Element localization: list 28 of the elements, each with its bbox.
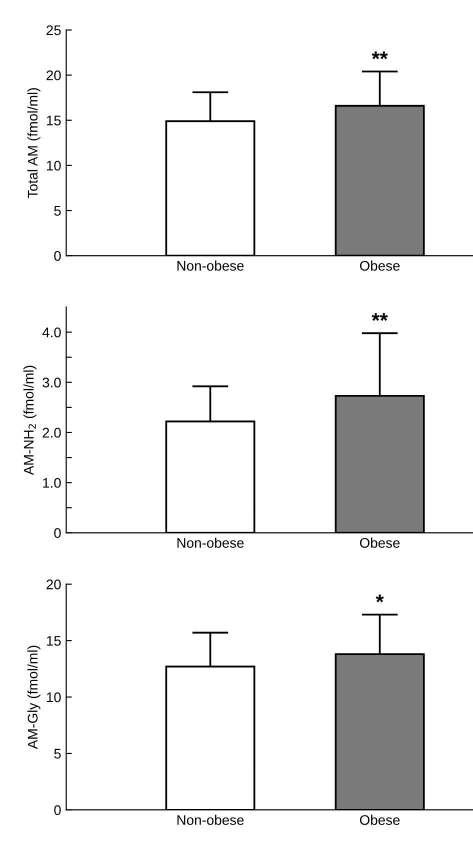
annotation: ** <box>372 51 388 60</box>
y-axis-title: Total AM (fmol/ml) <box>27 88 40 198</box>
y-tick-label: 10 <box>46 692 61 702</box>
annotation: * <box>376 594 384 602</box>
x-tick-label: Non-obese <box>177 260 244 271</box>
y-tick-label: 20 <box>46 580 61 590</box>
annotation: ** <box>372 313 388 321</box>
y-tick-label: 25 <box>46 25 61 36</box>
x-tick-label: Obese <box>360 260 400 271</box>
y-tick-label: 15 <box>46 116 61 126</box>
y-tick-label: 15 <box>46 636 61 646</box>
y-tick-label: 2.0 <box>42 428 61 438</box>
x-tick-label: Obese <box>360 538 400 548</box>
y-tick-label: 3.0 <box>42 378 61 388</box>
y-tick-label: 10 <box>46 160 61 171</box>
y-tick-label: 0 <box>54 805 61 816</box>
y-tick-label: 5 <box>54 206 61 216</box>
y-tick-label: 0 <box>54 528 61 538</box>
x-tick-label: Obese <box>360 814 400 825</box>
y-axis-title: AM-NH$_{2}$ (fmol/ml) <box>23 366 36 475</box>
x-tick-label: Non-obese <box>177 538 244 548</box>
y-tick-label: 0 <box>54 251 61 261</box>
x-tick-label: Non-obese <box>177 814 244 825</box>
y-tick-label: 20 <box>46 70 61 80</box>
y-axis-title: AM-Gly (fmol/ml) <box>27 646 40 750</box>
y-tick-label: 4.0 <box>42 328 61 338</box>
y-tick-label: 5 <box>54 748 61 759</box>
y-tick-label: 1.0 <box>43 478 61 488</box>
